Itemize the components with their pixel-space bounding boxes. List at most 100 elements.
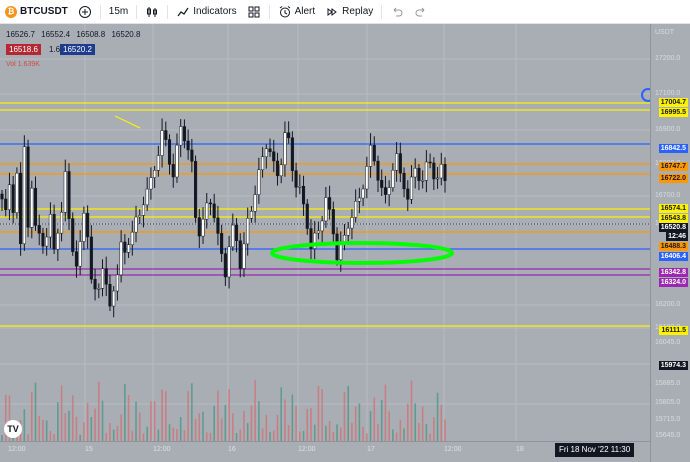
candle-body bbox=[220, 233, 224, 254]
volume-bar bbox=[187, 391, 189, 441]
axis-currency: USDT bbox=[655, 29, 675, 36]
redo-button[interactable] bbox=[409, 0, 433, 24]
volume-bar bbox=[362, 426, 364, 441]
candle-body bbox=[421, 180, 425, 182]
time-tick-label: 12:00 bbox=[8, 446, 26, 453]
candle-body bbox=[424, 161, 428, 181]
volume-bar bbox=[358, 403, 361, 441]
templates-button[interactable] bbox=[242, 0, 266, 24]
indicators-button[interactable]: Indicators bbox=[171, 0, 241, 24]
price-axis[interactable]: USDT 17200.017100.016900.016800.016700.0… bbox=[650, 24, 690, 462]
candle-body bbox=[331, 209, 335, 235]
highlight-ellipse bbox=[270, 241, 454, 265]
candle-body bbox=[7, 184, 11, 210]
chart-area[interactable]: 16526.7 16552.4 16508.8 16520.8 16518.6 … bbox=[0, 24, 690, 462]
volume-bar bbox=[299, 431, 301, 441]
candle-body bbox=[164, 130, 168, 140]
price-chart-canvas[interactable] bbox=[0, 24, 650, 441]
price-tick-label: 17100.0 bbox=[655, 90, 681, 97]
volume-bar bbox=[444, 419, 446, 441]
candle-body bbox=[19, 172, 23, 245]
sell-price-button[interactable]: 16518.6 bbox=[6, 44, 41, 55]
close-value: 16520.8 bbox=[111, 30, 141, 39]
candle-body bbox=[257, 169, 261, 195]
interval-button[interactable]: 15m bbox=[104, 0, 133, 24]
candle-body bbox=[275, 160, 280, 177]
volume-bar bbox=[433, 417, 435, 441]
candle-body bbox=[156, 155, 160, 171]
time-axis[interactable]: Fri 18 Nov '22 11:30 12:00 15 12:00 16 12:00… bbox=[0, 441, 650, 462]
candle-body bbox=[223, 253, 227, 278]
candle-body bbox=[171, 164, 175, 178]
compare-button[interactable] bbox=[73, 0, 97, 24]
volume-bar bbox=[276, 414, 279, 441]
candle-body bbox=[309, 228, 313, 249]
candle-body bbox=[167, 139, 172, 165]
candle-body bbox=[234, 224, 239, 241]
price-line-badge: 16722.0 bbox=[658, 174, 688, 183]
indicators-label: Indicators bbox=[193, 6, 237, 17]
volume-bar bbox=[392, 429, 394, 441]
volume-bar bbox=[213, 405, 215, 441]
alarm-clock-icon bbox=[279, 5, 290, 17]
candle-body bbox=[67, 171, 71, 219]
candle-body bbox=[149, 177, 153, 190]
volume-bar bbox=[332, 431, 335, 441]
volume-bar bbox=[258, 401, 260, 441]
price-tick-label: 15805.0 bbox=[655, 399, 681, 406]
price-line-badge: 16842.5 bbox=[658, 144, 688, 153]
price-line-badge: 16406.4 bbox=[658, 252, 688, 261]
candle-body bbox=[112, 290, 116, 307]
time-tick-label: 17 bbox=[367, 446, 375, 453]
toolbar-divider bbox=[167, 4, 169, 19]
buy-price-button[interactable]: 16520.2 bbox=[60, 44, 95, 55]
volume-bar bbox=[198, 413, 201, 441]
symbol-search[interactable]: ₿ BTCUSDT bbox=[0, 0, 73, 24]
chart-type-button[interactable] bbox=[140, 0, 164, 24]
volume-bar bbox=[120, 414, 122, 441]
candle-body bbox=[145, 188, 149, 206]
candle-body bbox=[26, 146, 30, 228]
price-line-badge: 16324.0 bbox=[658, 278, 688, 287]
price-line-badge: 16747.7 bbox=[658, 162, 688, 171]
volume-bar bbox=[395, 432, 398, 441]
toolbar-divider bbox=[136, 4, 138, 19]
volume-bar bbox=[436, 392, 439, 441]
candle-body bbox=[339, 242, 343, 261]
candle-body bbox=[216, 217, 220, 234]
candle-body bbox=[153, 170, 157, 178]
volume-bar bbox=[53, 434, 55, 441]
time-tick-label: 12:00 bbox=[298, 446, 316, 453]
volume-bar bbox=[224, 404, 227, 441]
candle-body bbox=[380, 180, 384, 188]
candle-body bbox=[212, 203, 216, 219]
replay-label: Replay bbox=[342, 6, 374, 17]
volume-bar bbox=[325, 425, 327, 441]
volume-bar bbox=[418, 422, 420, 441]
candle-body bbox=[197, 217, 201, 237]
alert-button[interactable]: Alert bbox=[273, 0, 321, 24]
volume-bar bbox=[284, 399, 286, 441]
volume-bar bbox=[49, 430, 52, 441]
low-value: 16508.8 bbox=[76, 30, 106, 39]
toolbar-divider bbox=[381, 4, 383, 19]
price-line-badge: 16995.5 bbox=[658, 108, 688, 117]
time-tick-label: 12:00 bbox=[444, 446, 462, 453]
candle-body bbox=[11, 184, 15, 213]
undo-button[interactable] bbox=[385, 0, 409, 24]
replay-button[interactable]: Replay bbox=[320, 0, 378, 24]
price-line-badge: 16488.3 bbox=[658, 242, 688, 251]
candle-body bbox=[279, 164, 283, 177]
volume-bar bbox=[310, 408, 312, 441]
volume-label: Vol bbox=[6, 61, 16, 68]
volume-bar bbox=[399, 419, 402, 441]
candle-body bbox=[301, 186, 306, 205]
candle-body bbox=[48, 214, 52, 238]
volume-bar bbox=[373, 397, 376, 441]
tradingview-logo[interactable]: TV bbox=[4, 420, 22, 438]
volume-bar bbox=[410, 380, 413, 441]
symbol-label: BTCUSDT bbox=[20, 6, 68, 17]
volume-bar bbox=[38, 415, 41, 441]
candle-body bbox=[56, 232, 60, 250]
trendline-drawing bbox=[114, 115, 141, 129]
